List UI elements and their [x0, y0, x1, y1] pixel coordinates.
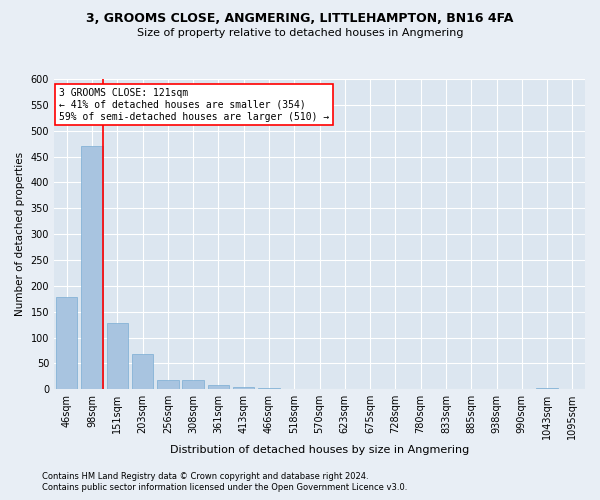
X-axis label: Distribution of detached houses by size in Angmering: Distribution of detached houses by size …: [170, 445, 469, 455]
Bar: [182, 380, 204, 389]
Y-axis label: Number of detached properties: Number of detached properties: [15, 152, 25, 316]
Bar: [208, 385, 229, 389]
Bar: [81, 146, 103, 389]
Bar: [258, 388, 280, 389]
Text: Contains public sector information licensed under the Open Government Licence v3: Contains public sector information licen…: [42, 484, 407, 492]
Bar: [56, 297, 77, 389]
Bar: [157, 380, 179, 389]
Bar: [107, 323, 128, 389]
Bar: [536, 388, 558, 389]
Text: Contains HM Land Registry data © Crown copyright and database right 2024.: Contains HM Land Registry data © Crown c…: [42, 472, 368, 481]
Text: Size of property relative to detached houses in Angmering: Size of property relative to detached ho…: [137, 28, 463, 38]
Bar: [233, 386, 254, 389]
Text: 3, GROOMS CLOSE, ANGMERING, LITTLEHAMPTON, BN16 4FA: 3, GROOMS CLOSE, ANGMERING, LITTLEHAMPTO…: [86, 12, 514, 26]
Bar: [132, 354, 153, 389]
Text: 3 GROOMS CLOSE: 121sqm
← 41% of detached houses are smaller (354)
59% of semi-de: 3 GROOMS CLOSE: 121sqm ← 41% of detached…: [59, 88, 329, 122]
